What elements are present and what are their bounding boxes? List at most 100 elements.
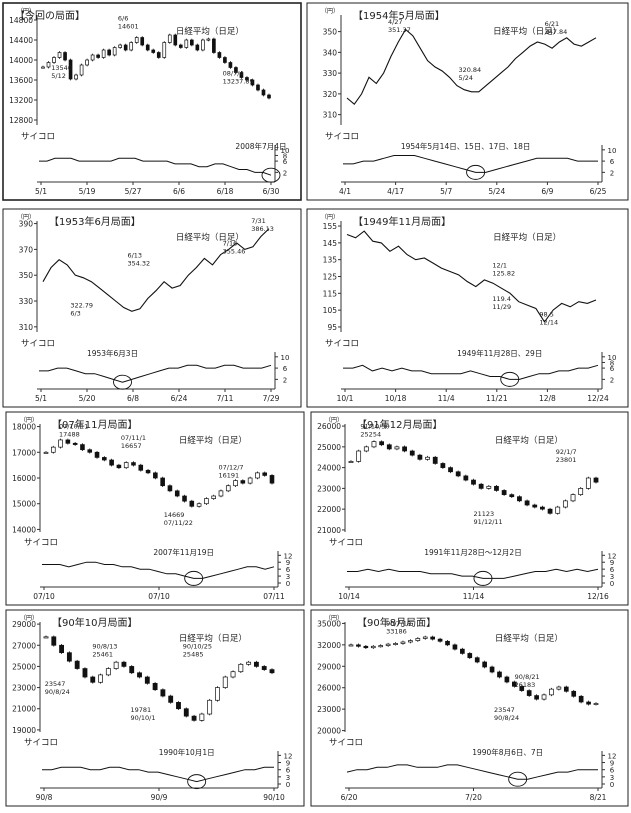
y-tick-label: 15000 — [12, 500, 36, 509]
dice-low-circle — [473, 570, 493, 586]
annotation-value: 90/8/24 — [494, 714, 519, 722]
candle — [540, 506, 545, 510]
candle — [207, 699, 213, 715]
candle — [41, 66, 45, 69]
candle — [363, 645, 369, 649]
candle — [501, 490, 507, 495]
series-label: 日経平均（日足） — [495, 435, 563, 446]
candle — [206, 38, 211, 41]
candle — [80, 444, 85, 451]
candle — [138, 464, 144, 471]
dice-tick-label: 10 — [281, 147, 290, 155]
annotation-value: 16191 — [219, 471, 240, 479]
annotation-value: 25461 — [92, 650, 113, 658]
candle — [160, 689, 166, 697]
candle — [408, 640, 413, 643]
candle — [116, 464, 122, 469]
candle — [230, 671, 236, 678]
candle — [82, 668, 88, 678]
candle — [211, 495, 216, 499]
candle — [532, 504, 538, 508]
y-tick-label: 14400 — [9, 36, 33, 45]
unit-label: （円） — [17, 214, 35, 221]
dice-tick-label: 12 — [284, 752, 293, 760]
x-tick-label: 5/27 — [125, 187, 142, 196]
candle — [112, 47, 117, 56]
candle — [356, 644, 361, 647]
annotation-date: 6/21 — [545, 20, 560, 28]
annotation-value: 5/12 — [51, 72, 66, 80]
candle — [556, 686, 562, 690]
series-label: 日経平均（日足） — [176, 232, 244, 243]
candle — [233, 480, 238, 487]
candle — [370, 645, 376, 649]
candle — [497, 671, 502, 678]
panel-frame — [306, 208, 629, 408]
candle — [512, 681, 517, 687]
annotation-date: 23547 — [45, 680, 66, 688]
dice-label: サイコロ — [325, 132, 359, 142]
candle — [593, 703, 599, 705]
candle — [129, 42, 134, 51]
candle — [90, 54, 95, 61]
candle — [430, 636, 435, 640]
chart-panel-1: 【今回の局面】日経平均（日足） （円）14800 14400 14000 13600 13… — [2, 2, 302, 201]
x-tick-label: 6/30 — [263, 187, 280, 196]
candle — [51, 636, 57, 646]
chart-title: 【91年12月局面】 — [357, 418, 442, 431]
candle — [228, 62, 233, 68]
dice-line — [343, 364, 599, 380]
x-tick-label: 11/21 — [486, 394, 508, 403]
candle — [239, 72, 244, 78]
candle — [415, 638, 421, 641]
candle — [379, 441, 385, 446]
candle — [393, 643, 398, 645]
candle — [547, 508, 553, 514]
dice-tick-label: 10 — [281, 354, 290, 362]
y-tick-label: 95 — [327, 323, 337, 332]
x-tick-label: 90/10 — [263, 793, 285, 802]
annotation-date: 19781 — [130, 706, 151, 714]
candle — [409, 450, 415, 456]
y-tick-label: 17000 — [12, 448, 36, 457]
series-label: 日経平均（日足） — [179, 435, 247, 446]
candle — [494, 485, 499, 491]
candle — [59, 644, 65, 654]
dice-note: 1949年11月28日、29日 — [457, 348, 542, 358]
y-tick-label: 23000 — [12, 684, 36, 693]
candle — [571, 690, 577, 697]
dice-low-circle — [466, 164, 486, 180]
dice-low-circle — [500, 371, 520, 387]
candle — [256, 84, 260, 91]
price-line — [42, 228, 270, 312]
y-tick-label: 29000 — [317, 662, 341, 671]
candle — [96, 54, 100, 58]
series-label: 日経平均（日足） — [493, 26, 561, 37]
dice-tick-label: 9 — [610, 559, 614, 567]
y-tick-label: 310 — [323, 111, 338, 120]
dice-note: 1990年10月1日 — [159, 747, 215, 757]
annotation-value: 16657 — [121, 442, 142, 450]
candle — [85, 59, 89, 66]
candle — [245, 77, 249, 81]
dice-tick-label: 12 — [608, 752, 617, 760]
dice-tick-label: 12 — [608, 552, 617, 560]
candle — [105, 668, 111, 676]
candle — [65, 439, 71, 444]
candle — [422, 636, 428, 639]
dice-low-circle — [113, 374, 132, 390]
candle — [68, 59, 73, 80]
annotation-date: 14669 — [164, 511, 185, 519]
candle — [160, 477, 165, 487]
candle — [432, 456, 438, 464]
dice-line — [42, 561, 275, 579]
annotation-value: 125.82 — [492, 270, 515, 278]
candle — [234, 67, 238, 73]
y-tick-label: 14800 — [9, 16, 33, 25]
chart-panel-3: 【1953年6月局面】日経平均（日足） （円）390 370 350 330 310 6/1… — [2, 208, 302, 408]
x-tick-label: 6/6 — [173, 187, 185, 196]
x-tick-label: 6/20 — [341, 793, 358, 802]
series-label: 日経平均（日足） — [493, 232, 561, 243]
dice-tick-label: 0 — [286, 580, 290, 588]
candle — [156, 52, 161, 58]
